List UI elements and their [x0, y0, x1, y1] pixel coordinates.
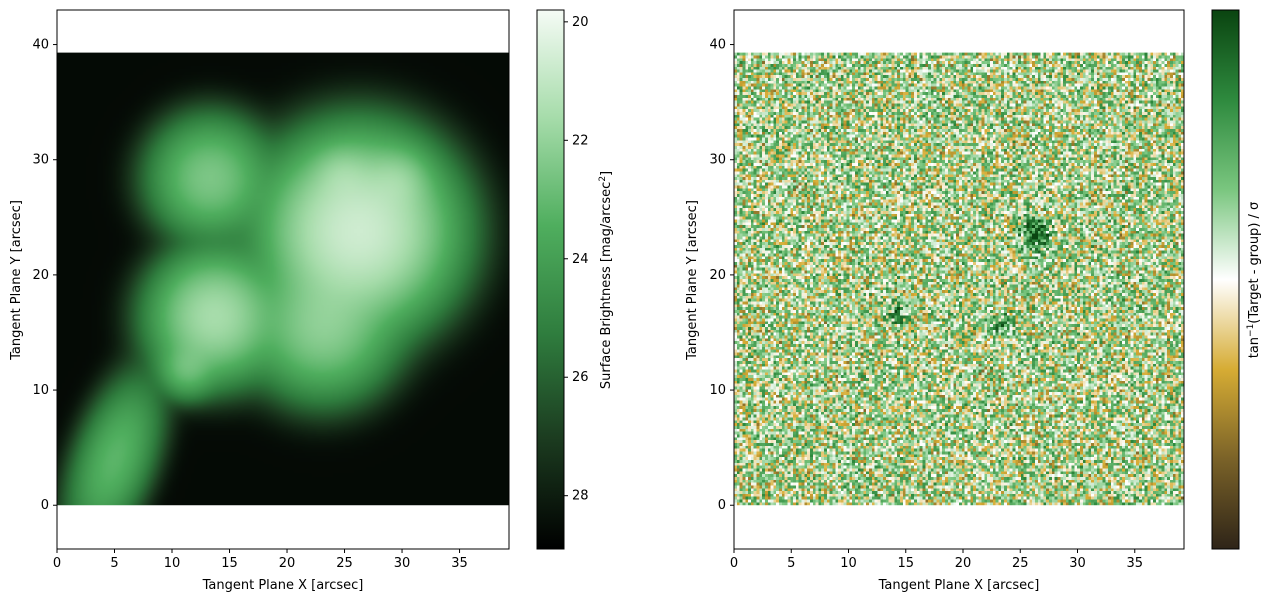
left-y-tick-label: 10	[32, 383, 49, 398]
right-residual-image	[734, 52, 1184, 506]
right-y-tick-label: 30	[709, 153, 726, 168]
right-x-tick-label: 25	[1012, 556, 1029, 571]
right-colorbar-label-sup: −1	[1246, 324, 1256, 337]
right-y-tick-label: 40	[709, 38, 726, 53]
left-colorbar-label-main: Surface Brightness [mag/arcsec	[599, 182, 614, 389]
left-y-axis-label: Tangent Plane Y [arcsec]	[9, 200, 24, 361]
left-x-tick-label: 35	[451, 556, 468, 571]
right-plot-frame	[733, 9, 1185, 550]
right-colorbar: tan−1(Target - group) / σ	[1211, 9, 1262, 550]
left-colorbar-gradient	[536, 9, 565, 550]
left-colorbar-tick-label: 26	[572, 370, 589, 385]
left-colorbar-tick-label: 24	[572, 252, 589, 267]
right-x-tick-label: 15	[897, 556, 914, 571]
right-x-tick-label: 0	[730, 556, 738, 571]
left-plot-frame	[56, 9, 510, 550]
left-surface-brightness-image	[57, 52, 509, 506]
left-colorbar-tick-label: 28	[572, 489, 589, 504]
left-colorbar-label-sup: 2	[598, 176, 608, 182]
left-colorbar-ticks: 20 22 24 26 28	[564, 15, 589, 504]
right-x-tick-label: 20	[955, 556, 972, 571]
left-colorbar-tick-label: 20	[572, 15, 589, 30]
left-colorbar: 20 22 24 26 28 Surface Brightness [mag/arcse…	[536, 9, 614, 550]
left-y-tick-label: 40	[32, 38, 49, 53]
right-x-axis-label: Tangent Plane X [arcsec]	[878, 578, 1040, 593]
left-x-tick-label: 5	[110, 556, 118, 571]
right-y-tick-label: 10	[709, 383, 726, 398]
right-colorbar-label-main: tan	[1247, 337, 1262, 358]
left-x-axis-ticks: 0 5 10 15 20 25 30 35	[53, 549, 468, 571]
right-y-axis-label: Tangent Plane Y [arcsec]	[685, 200, 700, 361]
right-colorbar-label-end: (Target - group) / σ	[1247, 202, 1262, 324]
left-x-tick-label: 25	[336, 556, 353, 571]
left-panel: 0 5 10 15 20 25 30 35 0 10 20 30 40 Tangent Plane X…	[9, 9, 510, 593]
right-image-raster	[734, 52, 1184, 506]
right-y-tick-label: 20	[709, 268, 726, 283]
left-colorbar-label-end: ]	[599, 171, 614, 176]
left-y-tick-label: 0	[41, 498, 49, 513]
right-x-tick-label: 10	[840, 556, 857, 571]
right-y-tick-label: 0	[718, 498, 726, 513]
left-x-tick-label: 0	[53, 556, 61, 571]
right-x-tick-label: 5	[787, 556, 795, 571]
right-panel: 0 5 10 15 20 25 30 35 0 10 20 30 40 Tangent Plane X…	[685, 9, 1185, 593]
left-x-tick-label: 15	[221, 556, 238, 571]
right-x-axis-ticks: 0 5 10 15 20 25 30 35	[730, 549, 1143, 571]
left-x-tick-label: 10	[164, 556, 181, 571]
right-colorbar-label: tan−1(Target - group) / σ	[1246, 202, 1262, 359]
left-x-tick-label: 20	[279, 556, 296, 571]
left-y-axis-ticks: 0 10 20 30 40	[32, 38, 57, 513]
left-colorbar-label: Surface Brightness [mag/arcsec2]	[598, 171, 614, 389]
right-y-axis-ticks: 0 10 20 30 40	[709, 38, 734, 513]
left-x-tick-label: 30	[394, 556, 411, 571]
right-x-tick-label: 35	[1126, 556, 1143, 571]
right-colorbar-gradient	[1211, 9, 1240, 550]
left-colorbar-tick-label: 22	[572, 133, 589, 148]
right-x-tick-label: 30	[1069, 556, 1086, 571]
left-y-tick-label: 30	[32, 153, 49, 168]
left-image-raster	[57, 52, 509, 506]
left-x-axis-label: Tangent Plane X [arcsec]	[202, 578, 364, 593]
left-y-tick-label: 20	[32, 268, 49, 283]
